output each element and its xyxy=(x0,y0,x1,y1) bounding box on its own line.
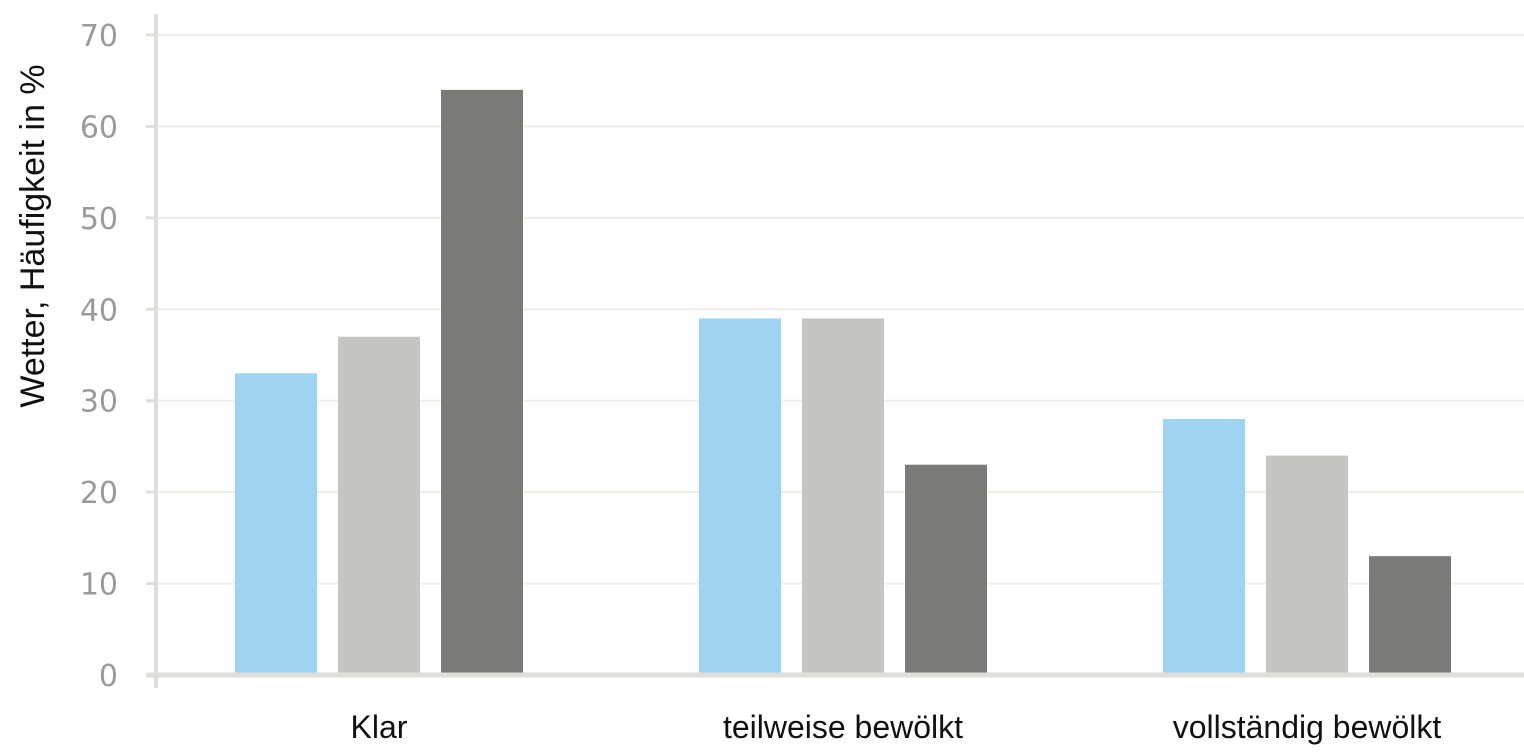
bar xyxy=(699,318,781,673)
y-tick-label: 20 xyxy=(80,476,118,511)
bar xyxy=(905,464,987,673)
y-tick-labels: 0 10 20 30 40 50 60 70 xyxy=(80,19,118,694)
axes xyxy=(146,14,1524,688)
bar xyxy=(1266,455,1348,673)
y-tick-label: 30 xyxy=(80,385,118,420)
bars xyxy=(235,89,1451,674)
y-tick-label: 0 xyxy=(99,659,118,694)
y-tick-label: 40 xyxy=(80,293,118,328)
category-label: teilweise bewölkt xyxy=(723,709,963,745)
category-labels: Klar teilweise bewölkt vollständig bewölkt xyxy=(351,709,1442,745)
y-tick-label: 50 xyxy=(80,202,118,237)
bar xyxy=(441,89,523,674)
y-tick-label: 60 xyxy=(80,110,118,145)
category-label: vollständig bewölkt xyxy=(1173,709,1442,745)
bar xyxy=(338,336,420,673)
category-label: Klar xyxy=(351,709,408,745)
y-axis-title: Wetter, Häufigkeit in % xyxy=(14,64,52,407)
bar xyxy=(802,318,884,673)
bar xyxy=(1163,419,1245,673)
y-tick-label: 70 xyxy=(80,19,118,54)
bar xyxy=(1369,556,1451,673)
bar xyxy=(235,373,317,673)
y-tick-label: 10 xyxy=(80,568,118,603)
